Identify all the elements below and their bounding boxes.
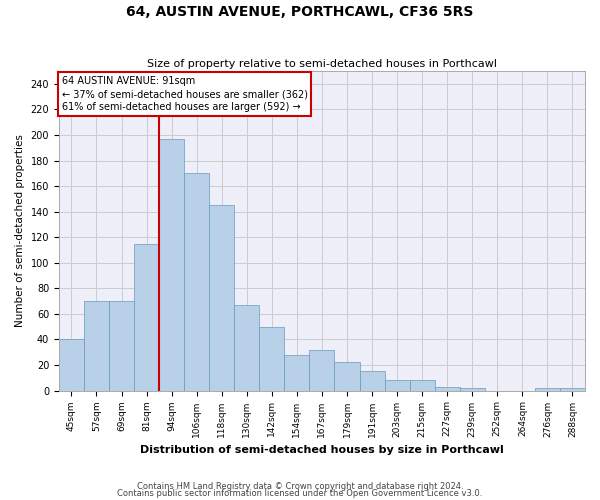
Bar [259,326,284,390]
Bar [109,301,134,390]
Bar [209,206,234,390]
Text: Contains public sector information licensed under the Open Government Licence v3: Contains public sector information licen… [118,489,482,498]
Bar [334,362,359,390]
Text: 64, AUSTIN AVENUE, PORTHCAWL, CF36 5RS: 64, AUSTIN AVENUE, PORTHCAWL, CF36 5RS [127,5,473,19]
X-axis label: Distribution of semi-detached houses by size in Porthcawl: Distribution of semi-detached houses by … [140,445,504,455]
Bar [59,340,84,390]
Title: Size of property relative to semi-detached houses in Porthcawl: Size of property relative to semi-detach… [147,59,497,69]
Bar [535,388,560,390]
Bar [134,244,159,390]
Y-axis label: Number of semi-detached properties: Number of semi-detached properties [15,134,25,328]
Text: 64 AUSTIN AVENUE: 91sqm
← 37% of semi-detached houses are smaller (362)
61% of s: 64 AUSTIN AVENUE: 91sqm ← 37% of semi-de… [62,76,308,112]
Bar [460,388,485,390]
Bar [284,355,310,390]
Bar [84,301,109,390]
Bar [234,305,259,390]
Bar [184,174,209,390]
Bar [385,380,410,390]
Bar [434,386,460,390]
Bar [410,380,434,390]
Text: Contains HM Land Registry data © Crown copyright and database right 2024.: Contains HM Land Registry data © Crown c… [137,482,463,491]
Bar [310,350,334,391]
Bar [560,388,585,390]
Bar [359,372,385,390]
Bar [159,139,184,390]
